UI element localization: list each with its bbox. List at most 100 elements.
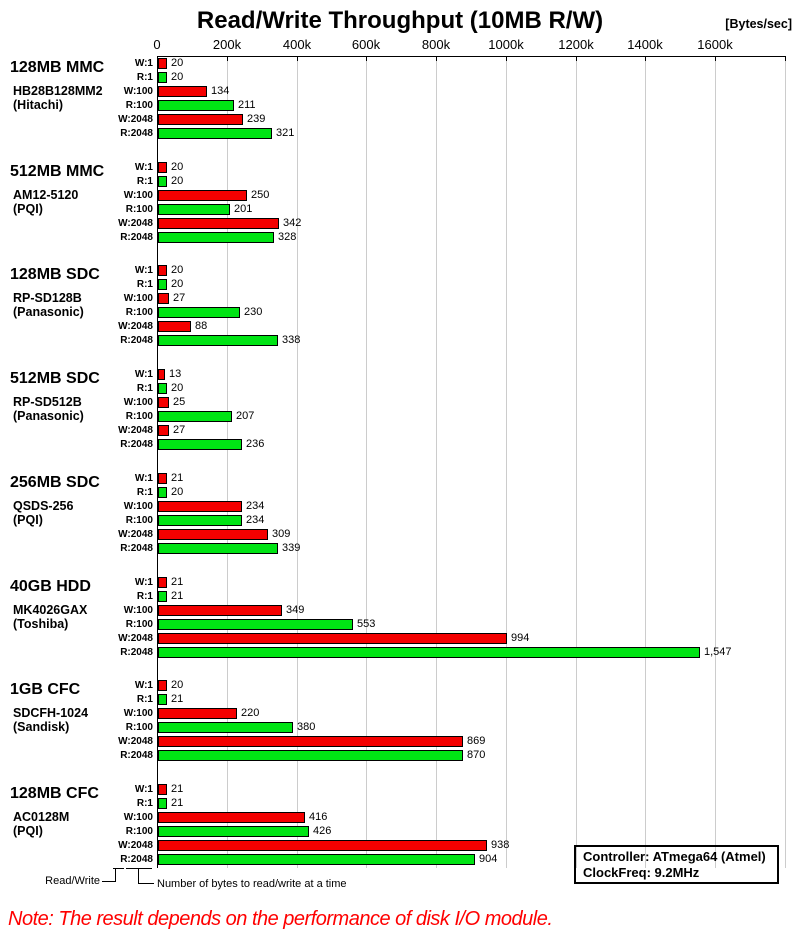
bar-row-label: W:1 bbox=[134, 473, 153, 484]
bar-row-label: R:100 bbox=[125, 411, 153, 422]
bar-row-label: R:100 bbox=[125, 826, 153, 837]
write-bar bbox=[158, 473, 167, 484]
bar-row-label: R:1 bbox=[136, 798, 153, 809]
note-text: Note: The result depends on the performa… bbox=[8, 908, 553, 930]
bar-row-label: R:100 bbox=[125, 307, 153, 318]
bytes-bracket-line bbox=[138, 869, 154, 884]
legend-box: Controller: ATmega64 (Atmel) ClockFreq: … bbox=[574, 845, 779, 884]
gridline bbox=[227, 56, 228, 868]
read-bar bbox=[158, 694, 167, 705]
write-bar bbox=[158, 397, 169, 408]
bar-row-label: R:1 bbox=[136, 176, 153, 187]
x-axis-tick-label: 1400k bbox=[627, 37, 663, 52]
bar-value-label: 220 bbox=[241, 707, 260, 719]
readwrite-bracket-label: Read/Write bbox=[45, 875, 100, 887]
write-bar bbox=[158, 293, 169, 304]
bar-value-label: 239 bbox=[247, 113, 266, 125]
group-maker: (Toshiba) bbox=[13, 617, 69, 631]
bar-row-label: W:1 bbox=[134, 369, 153, 380]
bar-value-label: 1,547 bbox=[704, 646, 732, 658]
read-bar bbox=[158, 750, 463, 761]
bar-value-label: 416 bbox=[309, 811, 328, 823]
legend-clockfreq: ClockFreq: 9.2MHz bbox=[583, 865, 700, 880]
bar-row-label: W:1 bbox=[134, 162, 153, 173]
bar-row-label: W:1 bbox=[134, 265, 153, 276]
bar-value-label: 25 bbox=[173, 396, 186, 408]
bar-row-label: R:100 bbox=[125, 619, 153, 630]
group-maker: (PQI) bbox=[13, 513, 43, 527]
bar-value-label: 21 bbox=[171, 590, 184, 602]
bar-row-label: W:100 bbox=[123, 501, 153, 512]
x-axis-line bbox=[157, 56, 786, 57]
write-bar bbox=[158, 577, 167, 588]
read-bar bbox=[158, 307, 240, 318]
write-bar bbox=[158, 736, 463, 747]
axis-tick bbox=[297, 56, 298, 61]
group-title: 40GB HDD bbox=[10, 578, 91, 595]
readwrite-bracket-line bbox=[102, 869, 116, 882]
read-bar bbox=[158, 647, 700, 658]
bar-row-label: R:2048 bbox=[120, 750, 153, 761]
bar-value-label: 309 bbox=[272, 528, 291, 540]
axis-tick bbox=[436, 56, 437, 61]
group-maker: (Hitachi) bbox=[13, 98, 63, 112]
x-axis-tick-label: 800k bbox=[421, 37, 451, 52]
bar-value-label: 21 bbox=[171, 693, 184, 705]
read-bar bbox=[158, 204, 230, 215]
write-bar bbox=[158, 605, 282, 616]
bar-value-label: 207 bbox=[236, 410, 255, 422]
bar-row-label: W:100 bbox=[123, 812, 153, 823]
bar-row-label: R:100 bbox=[125, 100, 153, 111]
write-bar bbox=[158, 784, 167, 795]
bar-row-label: W:2048 bbox=[118, 425, 153, 436]
bar-row-label: R:1 bbox=[136, 72, 153, 83]
read-bar bbox=[158, 798, 167, 809]
x-axis-tick-label: 1600k bbox=[697, 37, 733, 52]
write-bar bbox=[158, 425, 169, 436]
bar-value-label: 201 bbox=[234, 203, 253, 215]
write-bar bbox=[158, 840, 487, 851]
gridline bbox=[366, 56, 367, 868]
group-maker: (PQI) bbox=[13, 202, 43, 216]
read-bar bbox=[158, 232, 274, 243]
read-bar bbox=[158, 279, 167, 290]
bar-value-label: 236 bbox=[246, 438, 265, 450]
write-bar bbox=[158, 114, 243, 125]
write-bar bbox=[158, 369, 165, 380]
gridline bbox=[576, 56, 577, 868]
bar-value-label: 27 bbox=[173, 292, 186, 304]
bar-row-label: R:2048 bbox=[120, 543, 153, 554]
read-bar bbox=[158, 515, 242, 526]
bar-row-label: R:2048 bbox=[120, 647, 153, 658]
bar-value-label: 328 bbox=[278, 231, 297, 243]
gridline bbox=[715, 56, 716, 868]
bar-row-label: R:2048 bbox=[120, 128, 153, 139]
read-bar bbox=[158, 72, 167, 83]
read-bar bbox=[158, 100, 234, 111]
bar-row-label: W:1 bbox=[134, 680, 153, 691]
x-axis-tick-label: 200k bbox=[212, 37, 242, 52]
bar-row-label: W:1 bbox=[134, 577, 153, 588]
bar-row-label: W:1 bbox=[134, 58, 153, 69]
bar-row-label: R:1 bbox=[136, 591, 153, 602]
bar-row-label: W:2048 bbox=[118, 736, 153, 747]
bar-value-label: 321 bbox=[276, 127, 295, 139]
read-bar bbox=[158, 543, 278, 554]
group-model: MK4026GAX bbox=[13, 603, 88, 617]
group-maker: (Sandisk) bbox=[13, 720, 70, 734]
group-title: 256MB SDC bbox=[10, 474, 100, 491]
unit-label: [Bytes/sec] bbox=[725, 17, 792, 31]
bar-value-label: 339 bbox=[282, 542, 301, 554]
gridline bbox=[785, 56, 786, 868]
bar-value-label: 20 bbox=[171, 71, 184, 83]
axis-tick bbox=[506, 56, 507, 61]
axis-tick bbox=[366, 56, 367, 61]
bar-row-label: R:2048 bbox=[120, 335, 153, 346]
bar-value-label: 211 bbox=[238, 99, 256, 111]
gridline bbox=[506, 56, 507, 868]
group-title: 512MB SDC bbox=[10, 370, 100, 387]
bar-value-label: 13 bbox=[169, 368, 182, 380]
bar-value-label: 994 bbox=[511, 632, 530, 644]
write-bar bbox=[158, 501, 242, 512]
bar-row-label: W:100 bbox=[123, 86, 153, 97]
